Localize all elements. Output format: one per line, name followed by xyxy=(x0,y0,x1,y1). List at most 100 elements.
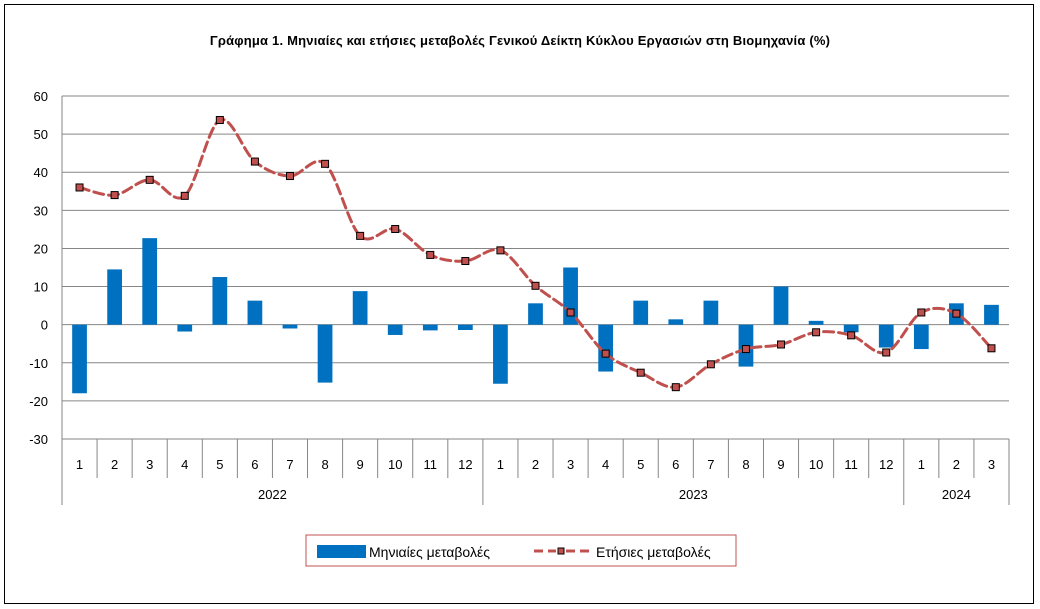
x-month-label: 9 xyxy=(357,457,364,472)
y-tick-label: 60 xyxy=(34,89,48,104)
monthly-bar xyxy=(457,324,473,331)
x-month-label: 8 xyxy=(321,457,328,472)
monthly-bar xyxy=(352,291,368,325)
annual-point xyxy=(952,309,961,318)
annual-point xyxy=(75,183,84,192)
monthly-bar xyxy=(282,324,298,329)
annual-point xyxy=(882,348,891,357)
y-tick-label: 40 xyxy=(34,165,48,180)
legend-label-monthly: Μηνιαίες μεταβολές xyxy=(369,544,490,560)
y-tick-label: 50 xyxy=(34,127,48,142)
x-month-label: 7 xyxy=(707,457,714,472)
annual-point xyxy=(356,231,365,240)
x-month-label: 4 xyxy=(181,457,188,472)
annual-point xyxy=(531,281,540,290)
y-tick-label: 10 xyxy=(34,280,48,295)
y-tick-label: 0 xyxy=(41,318,48,333)
annual-point xyxy=(706,360,715,369)
monthly-bar xyxy=(984,304,999,325)
annual-point xyxy=(496,246,505,255)
monthly-bar xyxy=(177,324,193,332)
monthly-bar xyxy=(913,324,929,350)
legend-box xyxy=(305,534,737,567)
monthly-bar xyxy=(633,300,649,325)
annual-point xyxy=(741,345,750,354)
monthly-bar xyxy=(773,286,789,325)
annual-point xyxy=(812,328,821,337)
x-year-label: 2023 xyxy=(679,487,708,502)
y-tick-label: -10 xyxy=(29,356,48,371)
monthly-bar xyxy=(72,324,87,394)
legend-bar-swatch xyxy=(317,545,366,558)
monthly-bar xyxy=(107,269,122,325)
monthly-bar xyxy=(422,324,438,331)
x-month-label: 3 xyxy=(146,457,153,472)
legend-label-annual: Ετήσιες μεταβολές xyxy=(596,544,711,560)
x-month-label: 4 xyxy=(602,457,609,472)
x-year-label: 2022 xyxy=(258,487,287,502)
x-month-label: 5 xyxy=(637,457,644,472)
x-month-label: 6 xyxy=(672,457,679,472)
x-month-label: 3 xyxy=(988,457,995,472)
x-month-label: 2 xyxy=(532,457,539,472)
x-month-label: 1 xyxy=(918,457,925,472)
x-month-label: 5 xyxy=(216,457,223,472)
y-tick-label: -30 xyxy=(29,432,48,447)
annual-point xyxy=(250,157,259,166)
monthly-bar xyxy=(493,324,508,384)
monthly-bar xyxy=(598,324,614,372)
monthly-bar xyxy=(668,319,684,325)
annual-point xyxy=(180,191,189,200)
x-year-label: 2024 xyxy=(942,487,971,502)
x-month-label: 9 xyxy=(777,457,784,472)
legend-marker xyxy=(557,547,565,555)
monthly-bar xyxy=(878,324,894,348)
monthly-bar xyxy=(247,300,263,325)
x-month-label: 8 xyxy=(742,457,749,472)
monthly-bar xyxy=(142,238,158,325)
x-month-label: 2 xyxy=(111,457,118,472)
y-tick-label: 30 xyxy=(34,203,48,218)
annual-point xyxy=(566,308,575,317)
monthly-bar xyxy=(703,300,719,325)
annual-point xyxy=(636,368,645,377)
annual-line xyxy=(75,116,996,392)
x-month-label: 12 xyxy=(458,457,472,472)
x-month-label: 12 xyxy=(879,457,893,472)
annual-point xyxy=(321,159,330,168)
annual-point xyxy=(601,349,610,358)
chart-frame xyxy=(4,4,1034,604)
legend: Μηνιαίες μεταβολές Ετήσιες μεταβολές xyxy=(305,534,737,567)
chart-title: Γράφημα 1. Μηνιαίες και ετήσιες μεταβολέ… xyxy=(209,33,831,48)
monthly-bar xyxy=(212,277,228,325)
annual-point xyxy=(391,225,400,234)
annual-point xyxy=(777,340,786,349)
annual-point xyxy=(671,383,680,392)
x-month-label: 11 xyxy=(844,457,858,472)
x-month-label: 7 xyxy=(286,457,293,472)
monthly-bar xyxy=(317,324,333,383)
monthly-bar xyxy=(528,303,543,325)
x-month-label: 11 xyxy=(424,457,438,472)
annual-line-path xyxy=(78,118,993,389)
annual-point xyxy=(215,116,224,125)
annual-point xyxy=(110,191,119,200)
x-month-label: 3 xyxy=(567,457,574,472)
x-month-label: 6 xyxy=(251,457,258,472)
x-month-label: 1 xyxy=(497,457,504,472)
x-month-label: 10 xyxy=(809,457,823,472)
annual-point xyxy=(987,344,996,353)
annual-point xyxy=(461,257,470,266)
x-month-label: 1 xyxy=(76,457,83,472)
x-month-label: 2 xyxy=(953,457,960,472)
annual-point xyxy=(847,331,856,340)
annual-point xyxy=(145,175,154,184)
monthly-bar xyxy=(808,320,824,325)
y-tick-label: -20 xyxy=(29,394,48,409)
annual-point xyxy=(426,250,435,259)
annual-point xyxy=(917,308,926,317)
x-month-label: 10 xyxy=(388,457,402,472)
annual-point xyxy=(285,172,294,181)
